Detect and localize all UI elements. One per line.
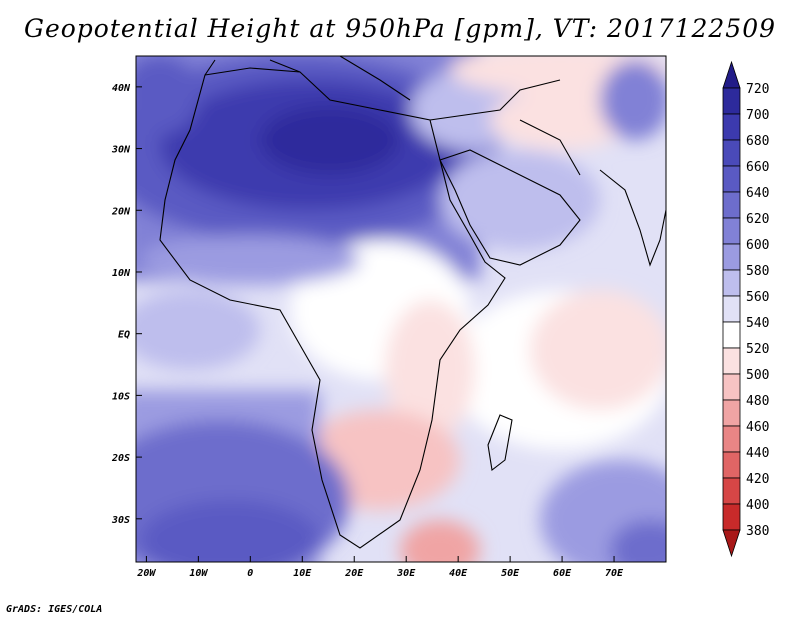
lon-label: 0 xyxy=(247,568,253,579)
colorbar-swatch xyxy=(722,321,741,349)
colorbar-label: 680 xyxy=(746,134,769,149)
colorbar-swatch xyxy=(722,347,741,375)
india-coastline xyxy=(599,169,666,267)
arabia-coastline xyxy=(439,149,581,266)
colorbar-label: 380 xyxy=(746,524,769,539)
lat-label: 30N xyxy=(111,145,131,156)
credit-text: GrADS: IGES/COLA xyxy=(6,604,103,615)
lat-label: 10S xyxy=(112,391,130,402)
colorbar-swatch xyxy=(722,503,741,531)
colorbar-label: 560 xyxy=(746,290,769,305)
colorbar-swatch xyxy=(722,60,741,89)
colorbar-label: 700 xyxy=(746,108,769,123)
lat-label: 10N xyxy=(112,268,131,279)
height-field xyxy=(136,56,666,562)
colorbar-swatch xyxy=(722,451,741,479)
plot-frame xyxy=(135,55,667,563)
persian-gulf xyxy=(519,119,581,176)
madagascar-coastline xyxy=(487,414,513,471)
colorbar-label: 580 xyxy=(746,264,769,279)
colorbar-swatch xyxy=(722,139,741,167)
colorbar-label: 440 xyxy=(746,446,769,461)
colorbar-label: 660 xyxy=(746,160,769,175)
colorbar-swatch xyxy=(722,243,741,271)
lon-label: 10W xyxy=(189,568,208,579)
colorbar-swatch xyxy=(722,191,741,219)
colorbar-swatch xyxy=(722,217,741,245)
lat-label: 30S xyxy=(111,515,130,526)
colorbar-swatch xyxy=(722,373,741,401)
colorbar-swatch xyxy=(722,295,741,323)
colorbar-label: 400 xyxy=(746,498,769,513)
lon-label: 50E xyxy=(501,568,520,579)
colorbar-label: 720 xyxy=(746,82,769,97)
colorbar-label: 460 xyxy=(746,420,769,435)
coastlines xyxy=(159,56,666,549)
colorbar-label: 500 xyxy=(746,368,769,383)
colorbar-label: 480 xyxy=(746,394,769,409)
lon-label: 30E xyxy=(396,568,416,579)
colorbar-swatch xyxy=(722,87,741,115)
colorbar-swatch xyxy=(722,399,741,427)
colorbar-swatch xyxy=(722,269,741,297)
colorbar: 720 700 680 660 640 620 600 580 560 540 520 500 480 4… xyxy=(722,60,769,558)
lon-label: 40E xyxy=(449,568,468,579)
colorbar-label: 520 xyxy=(746,342,769,357)
europe-coastline xyxy=(204,56,561,121)
colorbar-swatch xyxy=(722,529,741,558)
colorbar-label: 420 xyxy=(746,472,769,487)
lat-label: 40N xyxy=(112,83,131,94)
colorbar-swatch xyxy=(722,477,741,505)
colorbar-label: 600 xyxy=(746,238,769,253)
colorbar-swatch xyxy=(722,425,741,453)
map-title: Geopotential Height at 950hPa [gpm], VT:… xyxy=(23,14,777,43)
colorbar-label: 540 xyxy=(746,316,769,331)
axis-labels: 40N 30N 20N 10N EQ 10S 20S 30S 20W 10W 0 10E 20E 30E 4… xyxy=(111,83,624,579)
colorbar-swatch xyxy=(722,113,741,141)
colorbar-label: 640 xyxy=(746,186,769,201)
lat-label: 20S xyxy=(111,453,130,464)
lon-label: 20E xyxy=(344,568,364,579)
lon-label: 70E xyxy=(605,568,624,579)
lat-label: 20N xyxy=(111,206,131,217)
lon-label: 20W xyxy=(136,568,156,579)
colorbar-label: 620 xyxy=(746,212,769,227)
colorbar-swatch xyxy=(722,165,741,193)
lon-label: 10E xyxy=(293,568,312,579)
lon-label: 60E xyxy=(553,568,572,579)
lat-label: EQ xyxy=(118,330,130,341)
